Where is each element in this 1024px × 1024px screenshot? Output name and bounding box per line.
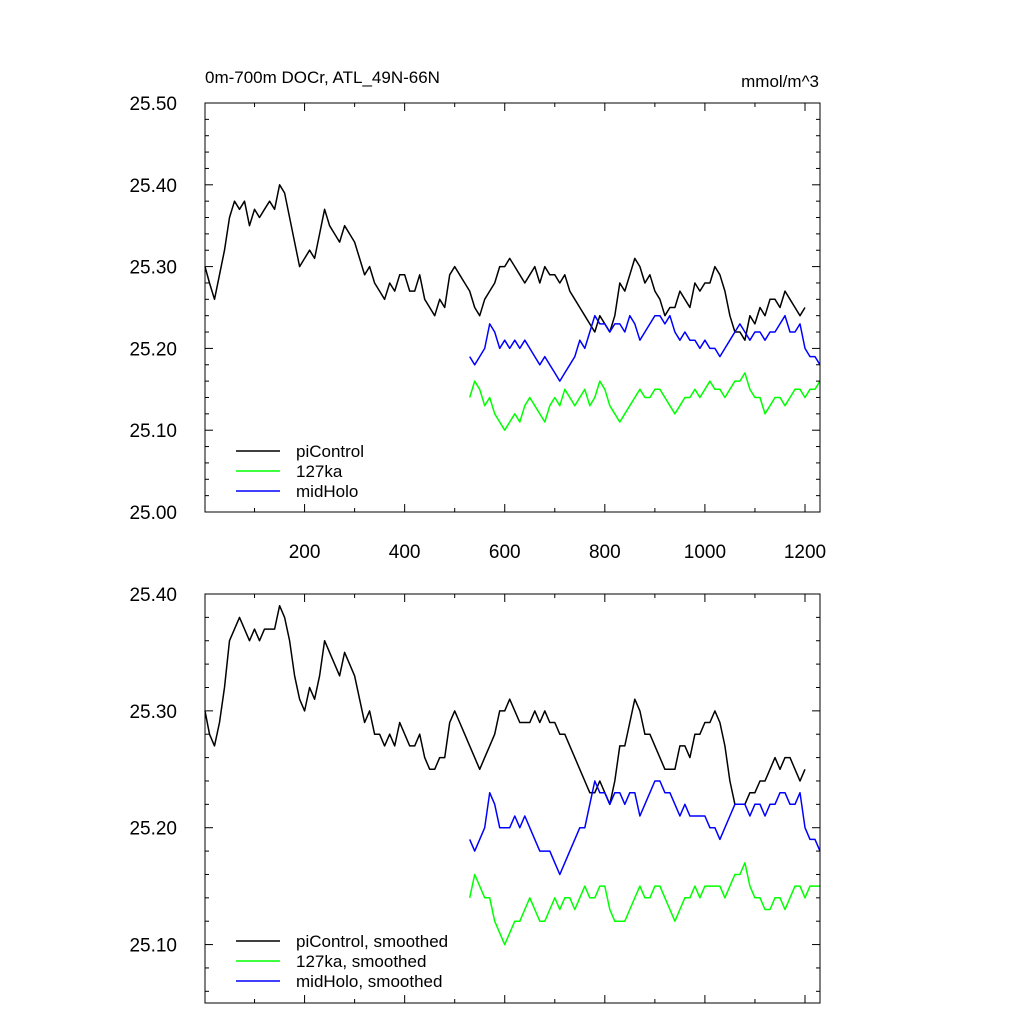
top-x-tick-label: 200 (289, 542, 321, 563)
bottom-panel: 25.10 25.20 25.30 25.40 piControl, smoothed… (129, 585, 821, 1004)
bottom-y-tick-label: 25.10 (129, 936, 177, 957)
bottom-y-tick-label: 25.40 (129, 585, 177, 606)
bottom-series-line-2 (469, 780, 821, 876)
top-y-tick-label: 25.40 (129, 176, 177, 197)
bottom-series-group (204, 604, 821, 946)
units-label: mmol/m^3 (741, 72, 819, 91)
top-series-line-0 (204, 184, 806, 341)
top-series-line-2 (469, 314, 821, 382)
top-x-tick-label: 800 (589, 542, 621, 563)
top-axes: 200 400 600 800 1000 1200 25.00 25.10 25.20 25.30… (129, 94, 826, 563)
bottom-y-tick-label: 25.20 (129, 819, 177, 840)
top-legend-label-2: midHolo (296, 482, 358, 501)
bottom-legend-label-0: piControl, smoothed (296, 932, 448, 951)
top-panel: 0m-700m DOCr, ATL_49N-66N mmol/m^3 200 40… (129, 68, 826, 563)
bottom-axes: 25.10 25.20 25.30 25.40 (129, 585, 820, 1003)
top-plot-frame (204, 102, 821, 513)
top-legend-label-1: 127ka (296, 462, 343, 481)
top-y-tick-label: 25.00 (129, 503, 177, 524)
top-x-tick-label: 1200 (784, 542, 826, 563)
top-x-tick-label: 600 (489, 542, 521, 563)
top-x-tick-label: 400 (389, 542, 421, 563)
bottom-series-line-0 (204, 604, 806, 806)
bottom-y-tick-label: 25.30 (129, 702, 177, 723)
top-series-group (204, 184, 821, 431)
top-y-tick-label: 25.30 (129, 258, 177, 279)
top-series-line-1 (468, 372, 821, 431)
bottom-series-line-1 (468, 862, 820, 946)
top-y-tick-label: 25.50 (129, 94, 177, 115)
chart-title: 0m-700m DOCr, ATL_49N-66N (205, 68, 440, 87)
top-y-tick-label: 25.10 (129, 421, 177, 442)
bottom-plot-frame (204, 593, 821, 1004)
bottom-legend-label-1: 127ka, smoothed (296, 952, 426, 971)
top-legend-label-0: piControl (296, 442, 364, 461)
top-y-tick-label: 25.20 (129, 339, 177, 360)
top-x-tick-label: 1000 (684, 542, 726, 563)
bottom-legend-label-2: midHolo, smoothed (296, 972, 442, 991)
